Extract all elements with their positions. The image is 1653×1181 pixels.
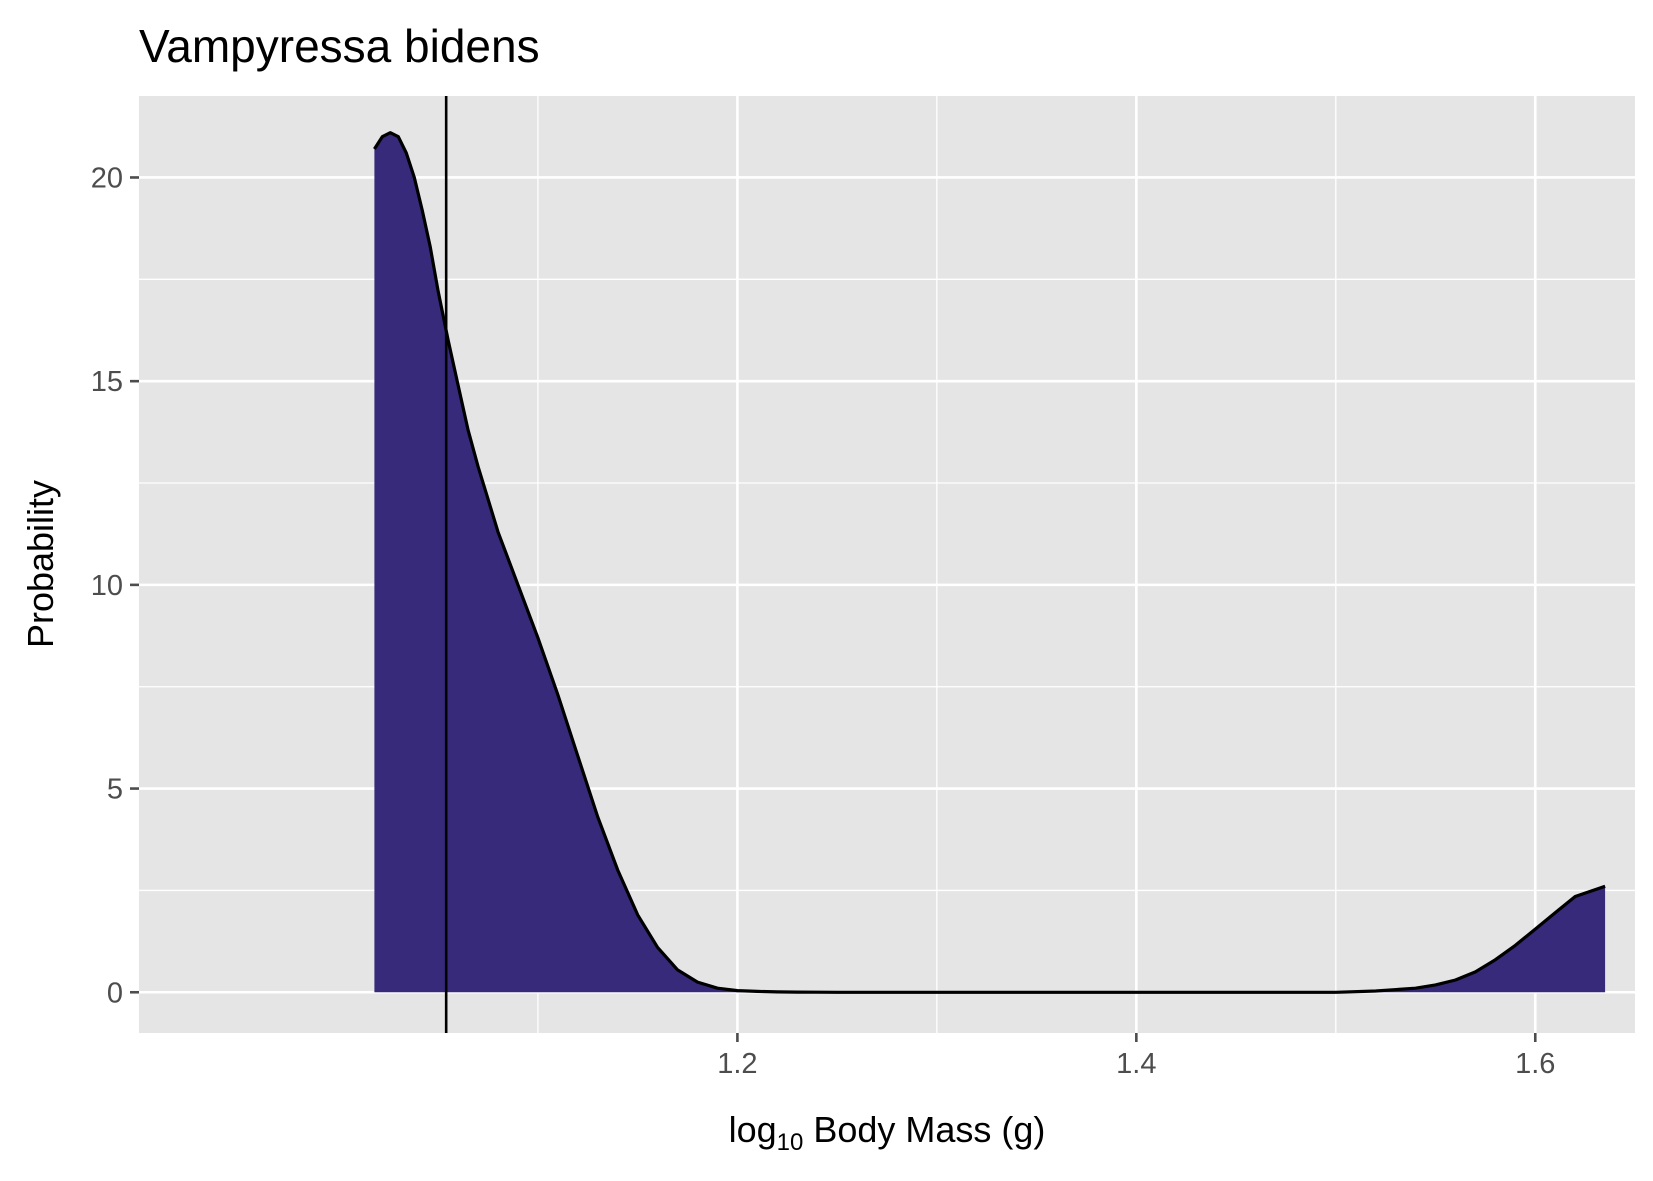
x-axis-title: log10 Body Mass (g) — [729, 1109, 1046, 1156]
x-tick-label: 1.6 — [1515, 1048, 1555, 1080]
y-axis: 0 5 10 15 20 — [91, 162, 139, 1009]
density-area — [374, 132, 1606, 993]
x-tick-label: 1.2 — [717, 1048, 757, 1080]
x-tick-label: 1.4 — [1116, 1048, 1156, 1080]
y-tick-label: 5 — [107, 774, 123, 806]
chart-title: Vampyressa bidens — [139, 20, 540, 72]
y-axis-title: Probability — [20, 480, 61, 648]
plot-panel — [139, 96, 1635, 1033]
density-series — [373, 131, 1606, 994]
y-tick-label: 0 — [107, 977, 123, 1009]
y-tick-label: 15 — [91, 366, 123, 398]
x-axis: 1.2 1.4 1.6 — [717, 1033, 1555, 1080]
y-tick-label: 10 — [91, 570, 123, 602]
y-tick-label: 20 — [91, 162, 123, 194]
density-line — [373, 131, 1606, 994]
